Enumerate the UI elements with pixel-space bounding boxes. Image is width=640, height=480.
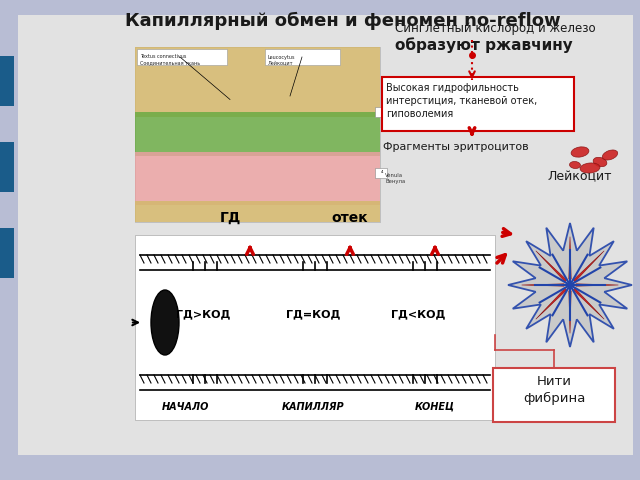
Bar: [135, 47, 380, 222]
Ellipse shape: [580, 163, 600, 173]
Text: Лейкоцит: Лейкоцит: [268, 60, 294, 65]
Text: Фрагменты эритроцитов: Фрагменты эритроцитов: [383, 142, 529, 152]
Text: отек: отек: [332, 211, 368, 225]
Bar: [135, 152, 380, 204]
Polygon shape: [508, 223, 632, 347]
FancyBboxPatch shape: [493, 368, 615, 422]
Ellipse shape: [593, 157, 607, 167]
Bar: [375, 107, 387, 117]
Polygon shape: [576, 284, 618, 286]
Ellipse shape: [571, 147, 589, 157]
Bar: [265, 49, 340, 65]
Polygon shape: [573, 251, 604, 282]
FancyBboxPatch shape: [382, 77, 574, 131]
Bar: [135, 235, 495, 420]
Polygon shape: [569, 237, 571, 279]
Text: ГД: ГД: [220, 211, 241, 225]
Bar: [0, 56, 14, 106]
Text: Textus connectivus: Textus connectivus: [140, 55, 186, 60]
Text: КОНЕЦ: КОНЕЦ: [415, 402, 455, 412]
Text: Капиллярный обмен и феномен no-reflow: Капиллярный обмен и феномен no-reflow: [125, 12, 561, 30]
Text: Высокая гидрофильность
интерстиция, тканевой отек,
гиповолемия: Высокая гидрофильность интерстиция, ткан…: [386, 83, 537, 120]
Text: ГД<КОД: ГД<КОД: [391, 310, 445, 320]
Ellipse shape: [602, 150, 618, 160]
Text: 4: 4: [381, 170, 383, 174]
Text: ГД>КОД: ГД>КОД: [176, 310, 230, 320]
Text: Лейкоцит: Лейкоцит: [548, 170, 612, 183]
Bar: [0, 142, 14, 192]
Text: 3: 3: [381, 105, 383, 109]
Polygon shape: [522, 284, 564, 286]
Text: Vas
lymphocapillare
Лимфатический: Vas lymphocapillare Лимфатический: [385, 108, 430, 125]
Text: КАПИЛЛЯР: КАПИЛЛЯР: [282, 402, 344, 412]
Text: Синглетный кислород и железо: Синглетный кислород и железо: [395, 22, 596, 35]
Text: Venula
Венула: Venula Венула: [385, 173, 405, 184]
Text: ГД=КОД: ГД=КОД: [286, 310, 340, 320]
Ellipse shape: [570, 161, 580, 168]
Polygon shape: [536, 251, 566, 282]
Bar: [137, 49, 227, 65]
Bar: [135, 112, 380, 156]
Text: образуют ржавчину: образуют ржавчину: [395, 37, 573, 53]
Polygon shape: [536, 288, 566, 319]
Text: НАЧАЛО: НАЧАЛО: [161, 402, 209, 412]
Polygon shape: [569, 291, 571, 333]
Text: Leucocytus: Leucocytus: [268, 55, 296, 60]
Bar: [375, 168, 387, 178]
Bar: [135, 201, 380, 222]
Bar: [135, 47, 380, 117]
Text: Соединительная ткань: Соединительная ткань: [140, 60, 200, 65]
Bar: [0, 228, 14, 278]
Polygon shape: [573, 288, 604, 319]
Text: Нити
фибрина: Нити фибрина: [523, 375, 585, 405]
Ellipse shape: [151, 290, 179, 355]
